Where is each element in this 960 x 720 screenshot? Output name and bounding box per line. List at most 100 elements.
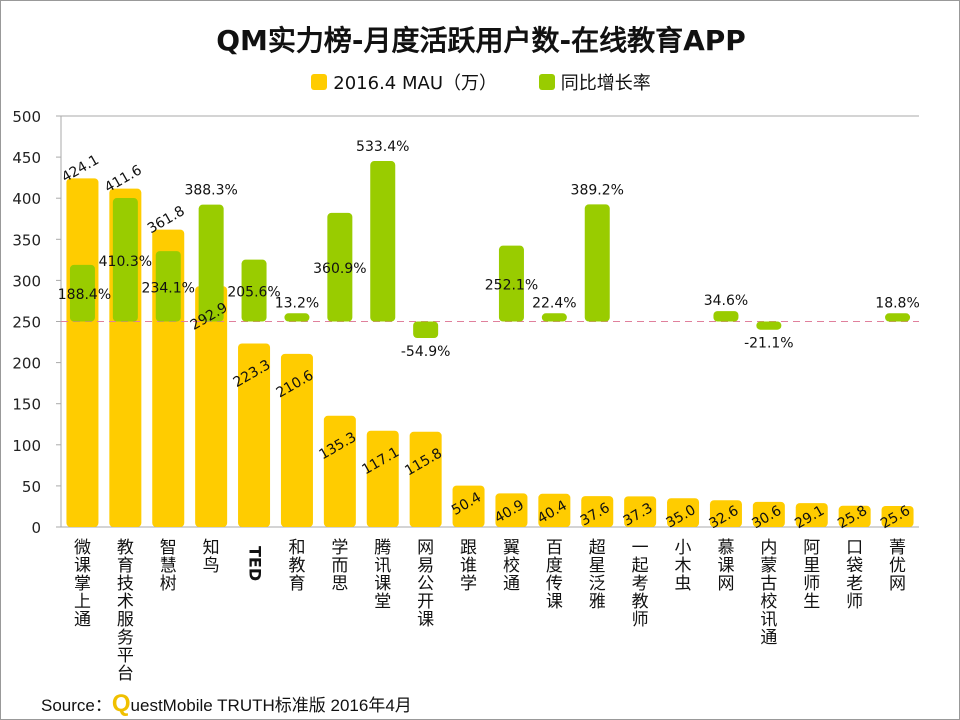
category-label-char: 而 <box>331 556 348 576</box>
mau-bar <box>538 493 571 527</box>
category-label-char: 术 <box>117 592 134 612</box>
growth-bar <box>112 198 138 322</box>
mau-bar <box>752 501 785 527</box>
growth-value-label: 533.4% <box>356 139 409 155</box>
growth-bar <box>413 321 439 339</box>
growth-value-label: 205.6% <box>227 285 280 301</box>
category-label: TED <box>246 546 265 581</box>
category-label-char: 平 <box>117 646 134 666</box>
category-label-char: 学 <box>460 574 477 594</box>
category-label-char: 翼 <box>503 538 520 558</box>
category-label-char: 校 <box>503 556 520 576</box>
growth-bar <box>756 321 782 330</box>
category-label-char: 师 <box>846 592 863 612</box>
growth-value-label: 18.8% <box>875 295 919 311</box>
questmobile-logo-q: Q <box>111 690 131 717</box>
legend-label: 2016.4 MAU（万） <box>333 73 497 94</box>
growth-value-label: -54.9% <box>401 344 451 360</box>
category-label-char: 里 <box>803 556 820 576</box>
category-label-char: 慧 <box>160 556 177 576</box>
mau-bar <box>366 430 399 527</box>
growth-bar <box>584 204 610 322</box>
category-label-char: 网 <box>417 538 434 558</box>
legend-item-mau: 2016.4 MAU（万） <box>311 69 497 95</box>
mau-bar <box>838 505 871 527</box>
category-label-char: 开 <box>417 592 434 612</box>
category-label-char: 通 <box>503 574 520 594</box>
source-prefix: Source： <box>41 696 112 715</box>
growth-bar <box>284 313 310 322</box>
category-label-char: 公 <box>417 574 434 594</box>
mau-bar <box>667 498 700 527</box>
growth-value-label: -21.1% <box>744 336 794 352</box>
mau-bar <box>581 496 614 527</box>
legend: 2016.4 MAU（万） 同比增长率 <box>1 69 959 95</box>
category-label-char: 生 <box>803 592 820 612</box>
category-label-char: 思 <box>331 574 348 594</box>
mau-bar <box>409 431 442 527</box>
growth-bar <box>198 204 224 322</box>
growth-value-label: 389.2% <box>571 182 624 198</box>
chart-title: QM实力榜-月度活跃用户数-在线教育APP <box>216 24 746 57</box>
category-label-char: 教 <box>288 556 305 576</box>
y-tick-label: 150 <box>12 396 41 414</box>
category-label-char: 优 <box>889 556 906 576</box>
category-label-char: 智 <box>160 538 177 558</box>
y-tick-label: 200 <box>12 355 41 373</box>
growth-bar <box>498 245 524 322</box>
category-label-char: 起 <box>632 556 649 576</box>
category-label-char: 学 <box>331 538 348 558</box>
category-label-char: 教 <box>117 538 134 558</box>
category-label-char: 上 <box>74 592 91 612</box>
mau-bar <box>495 493 528 527</box>
growth-bar <box>713 311 739 322</box>
growth-bar <box>541 313 567 322</box>
y-tick-label: 100 <box>12 437 41 455</box>
category-label-char: 课 <box>74 556 91 576</box>
mau-bar <box>709 500 742 527</box>
legend-swatch-yellow <box>311 74 328 90</box>
category-label-char: 师 <box>803 574 820 594</box>
category-label-char: 通 <box>760 628 777 648</box>
growth-bar <box>241 259 267 322</box>
category-label-char: 虫 <box>675 574 692 594</box>
category-label-char: 知 <box>203 538 220 558</box>
growth-bar <box>370 161 396 322</box>
category-label-char: 育 <box>288 574 305 594</box>
category-label-char: 鸟 <box>203 556 220 576</box>
category-label-char: 袋 <box>846 556 863 576</box>
category-label-char: 腾 <box>374 538 391 558</box>
category-label-char: 掌 <box>74 574 91 594</box>
y-tick-label: 350 <box>12 231 41 249</box>
mau-bar <box>795 503 828 527</box>
growth-value-label: 234.1% <box>142 280 195 296</box>
category-label-char: 教 <box>632 592 649 612</box>
mau-bar <box>238 343 271 527</box>
category-label-char: 口 <box>846 538 863 558</box>
growth-value-label: 188.4% <box>58 287 111 303</box>
growth-bar <box>885 313 911 322</box>
mau-bar <box>624 496 657 527</box>
category-label-char: 讯 <box>374 556 391 576</box>
category-label-char: 菁 <box>889 538 906 558</box>
category-label-char: 百 <box>546 538 563 558</box>
category-label-char: 通 <box>74 610 91 630</box>
category-label-char: 星 <box>589 556 606 576</box>
growth-bar <box>155 251 181 322</box>
plot-area: 050100150200250300350400450500微课掌上通教育技术服… <box>12 108 919 684</box>
category-label-char: 和 <box>288 538 305 558</box>
mau-bar <box>323 415 356 527</box>
mau-bar <box>66 178 99 527</box>
mau-bar <box>195 286 228 527</box>
category-label-char: 课 <box>374 574 391 594</box>
category-label-char: 老 <box>846 574 863 594</box>
growth-value-label: 388.3% <box>184 183 237 199</box>
mau-bar <box>280 353 313 527</box>
category-label-char: 课 <box>546 592 563 612</box>
category-label-char: 育 <box>117 556 134 576</box>
growth-value-label: 360.9% <box>313 261 366 277</box>
category-label-char: 易 <box>417 556 434 576</box>
y-tick-label: 300 <box>12 272 41 290</box>
growth-value-label: 252.1% <box>485 278 538 294</box>
